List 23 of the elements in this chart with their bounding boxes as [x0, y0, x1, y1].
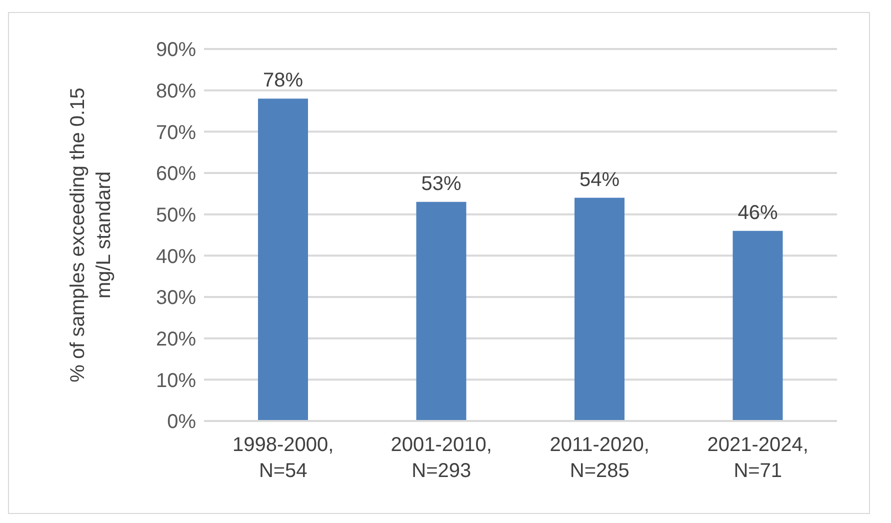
- y-tick-label: 90%: [156, 39, 196, 62]
- x-tick-label: 1998-2000, N=54: [232, 434, 334, 482]
- text: 53%: [421, 172, 462, 195]
- text: 54%: [579, 168, 620, 191]
- y-tick-label: 40%: [156, 246, 196, 268]
- bar: [258, 98, 308, 421]
- bar: [574, 198, 624, 421]
- y-tick-label: 20%: [156, 328, 196, 350]
- x-tick-label: 2021-2024, N=71: [707, 434, 808, 482]
- x-tick-label: 2011-2020, N=285: [550, 434, 650, 482]
- y-tick-label: 10%: [156, 370, 196, 392]
- text: 46%: [738, 202, 778, 224]
- y-tick-label: 30%: [156, 287, 196, 310]
- y-tick-label: 0%: [167, 411, 196, 434]
- x-tick-label: 2001-2010, N=293: [390, 434, 492, 482]
- bar: [732, 230, 783, 421]
- bar: [416, 202, 466, 421]
- y-tick-label: 80%: [156, 80, 196, 102]
- y-tick-label: 70%: [156, 122, 196, 144]
- y-tick-label: 50%: [156, 204, 196, 226]
- y-tick-label: 60%: [156, 163, 196, 186]
- text: 78%: [262, 70, 304, 92]
- y-axis-title: % of samples exceeding the 0.15 mg/L standard: [67, 88, 115, 382]
